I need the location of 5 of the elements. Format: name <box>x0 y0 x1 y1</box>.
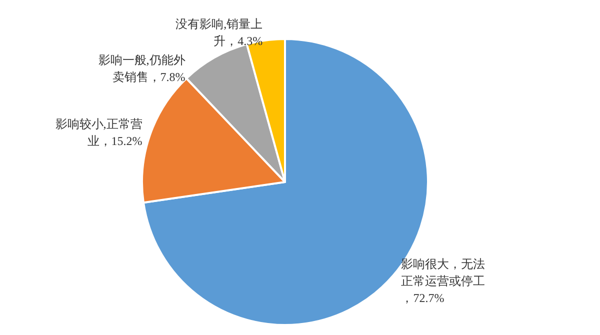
slice-label: 影响较小,正常营业，15.2% <box>55 117 142 148</box>
data-label: ，72.7% <box>401 290 444 305</box>
slice-label: 影响一般,仍能外卖销售，7.8% <box>98 52 186 84</box>
slice-label: 没有影响,销量上升，4.3% <box>176 16 263 48</box>
slice-label: 影响很大，无法正常运营或停工 <box>401 256 486 288</box>
